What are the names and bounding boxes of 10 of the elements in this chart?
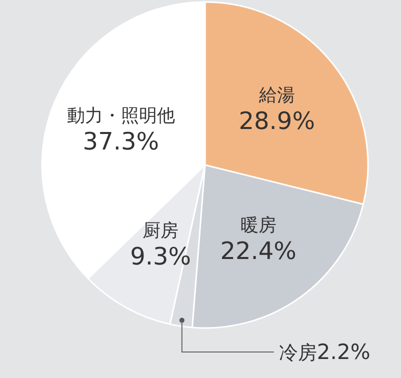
data-label: 2.2% [316,340,370,364]
slice-label: 厨房 [142,220,179,242]
data-label: 9.3% [130,242,192,271]
slice-label: 動力・照明他 [66,105,175,126]
data-label: 28.9% [238,106,316,135]
data-label: 22.4% [220,237,296,266]
slice-label: 暖房 [240,215,276,236]
slice-label: 冷房 [278,342,317,364]
data-label: 37.3% [82,127,160,156]
slice-label: 給湯 [258,84,295,106]
